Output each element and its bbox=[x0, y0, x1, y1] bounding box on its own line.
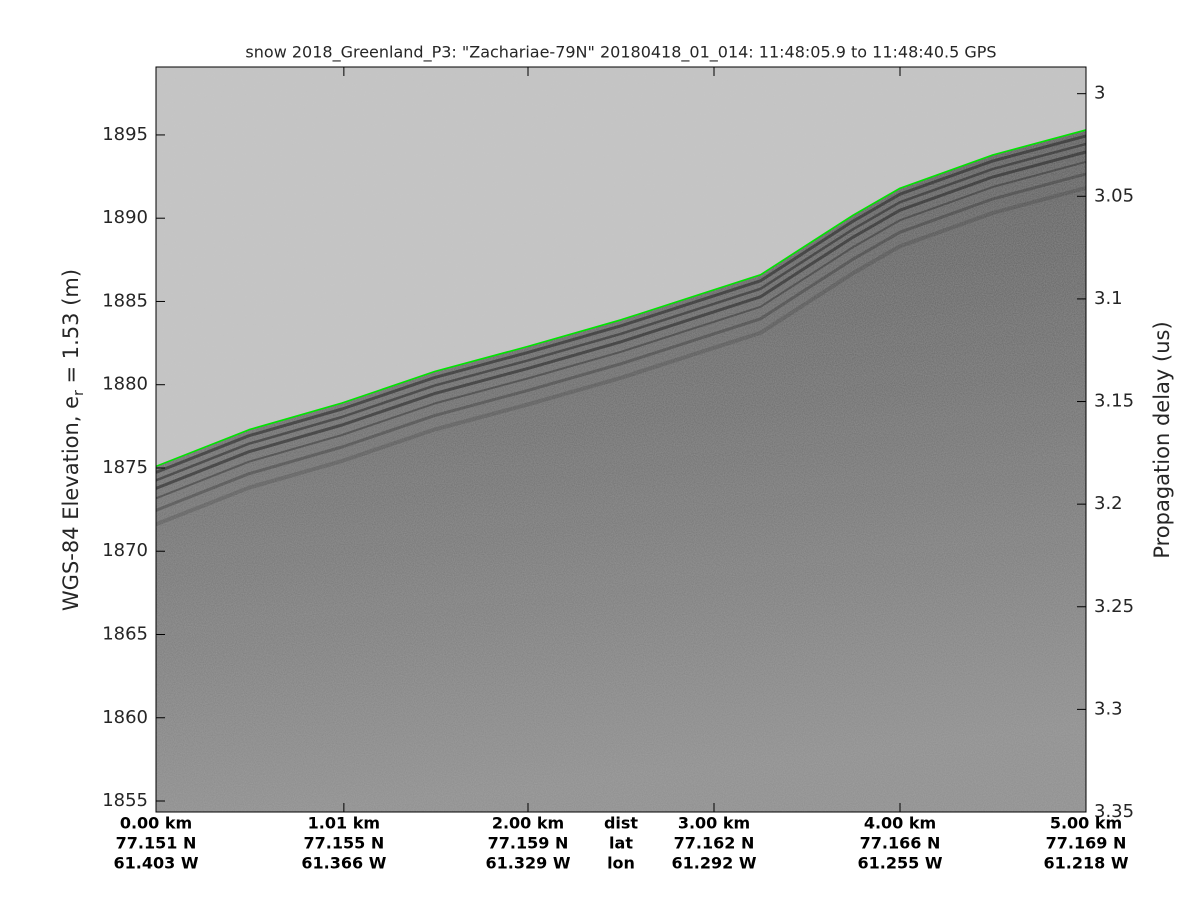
x-tick-lat: 77.169 N bbox=[1046, 834, 1127, 853]
x-tick-lon: 61.255 W bbox=[858, 854, 943, 873]
plot-area bbox=[156, 129, 1086, 812]
y2-tick-label: 3.2 bbox=[1094, 493, 1123, 514]
y-label-text: = 1.53 (m) bbox=[59, 269, 83, 390]
x-tick-lat: 77.151 N bbox=[116, 834, 197, 853]
x-row-label: lat bbox=[609, 834, 633, 853]
y2-tick-label: 3 bbox=[1094, 83, 1105, 104]
y-tick-label: 1875 bbox=[102, 457, 148, 478]
x-tick-lat: 77.155 N bbox=[304, 834, 385, 853]
internal-layer bbox=[156, 172, 1086, 512]
y-tick-label: 1895 bbox=[102, 124, 148, 145]
plot-frame bbox=[155, 66, 1087, 813]
surface-line bbox=[156, 129, 1086, 468]
y-label-text: WGS-84 Elevation, e bbox=[59, 396, 83, 611]
x-tick-lon: 61.218 W bbox=[1044, 854, 1129, 873]
x-tick-lon: 61.366 W bbox=[301, 854, 386, 873]
x-tick-label: 0.00 km bbox=[120, 814, 192, 833]
internal-layer bbox=[156, 150, 1086, 490]
internal-layer bbox=[156, 185, 1086, 527]
x-row-label: lon bbox=[607, 854, 635, 873]
y-axis-label: WGS-84 Elevation, er = 1.53 (m) bbox=[59, 269, 87, 611]
x-tick-lon: 61.403 W bbox=[114, 854, 199, 873]
internal-layer bbox=[156, 142, 1086, 482]
chart-title: snow 2018_Greenland_P3: "Zachariae-79N" … bbox=[245, 43, 996, 63]
internal-layer bbox=[156, 160, 1086, 500]
y-tick-label: 1860 bbox=[102, 707, 148, 728]
x-tick-lon: 61.329 W bbox=[486, 854, 571, 873]
x-tick-label: 2.00 km bbox=[492, 814, 564, 833]
y-tick-label: 1855 bbox=[102, 790, 148, 811]
x-tick-label: 3.00 km bbox=[678, 814, 750, 833]
x-tick-label: 5.00 km bbox=[1050, 814, 1122, 833]
y-tick-label: 1880 bbox=[102, 374, 148, 395]
y2-tick-label: 3.05 bbox=[1094, 185, 1134, 206]
x-tick-lat: 77.166 N bbox=[860, 834, 941, 853]
y2-tick-label: 3.25 bbox=[1094, 596, 1134, 617]
y2-tick-label: 3.3 bbox=[1094, 698, 1123, 719]
internal-layer bbox=[156, 134, 1086, 474]
x-tick-lon: 61.292 W bbox=[672, 854, 757, 873]
y2-tick-label: 3.35 bbox=[1094, 801, 1134, 822]
y-tick-label: 1865 bbox=[102, 623, 148, 644]
y-tick-label: 1890 bbox=[102, 207, 148, 228]
y-label-subscript: r bbox=[71, 390, 87, 396]
x-tick-lat: 77.162 N bbox=[674, 834, 755, 853]
y-tick-label: 1870 bbox=[102, 540, 148, 561]
x-tick-lat: 77.159 N bbox=[488, 834, 569, 853]
y2-tick-label: 3.1 bbox=[1094, 288, 1123, 309]
x-row-label: dist bbox=[604, 814, 638, 833]
x-tick-label: 1.01 km bbox=[308, 814, 380, 833]
echogram-subsurface bbox=[156, 129, 1086, 812]
x-tick-label: 4.00 km bbox=[864, 814, 936, 833]
y2-axis-label: Propagation delay (us) bbox=[1150, 321, 1174, 558]
y-tick-label: 1885 bbox=[102, 290, 148, 311]
y2-tick-label: 3.15 bbox=[1094, 391, 1134, 412]
